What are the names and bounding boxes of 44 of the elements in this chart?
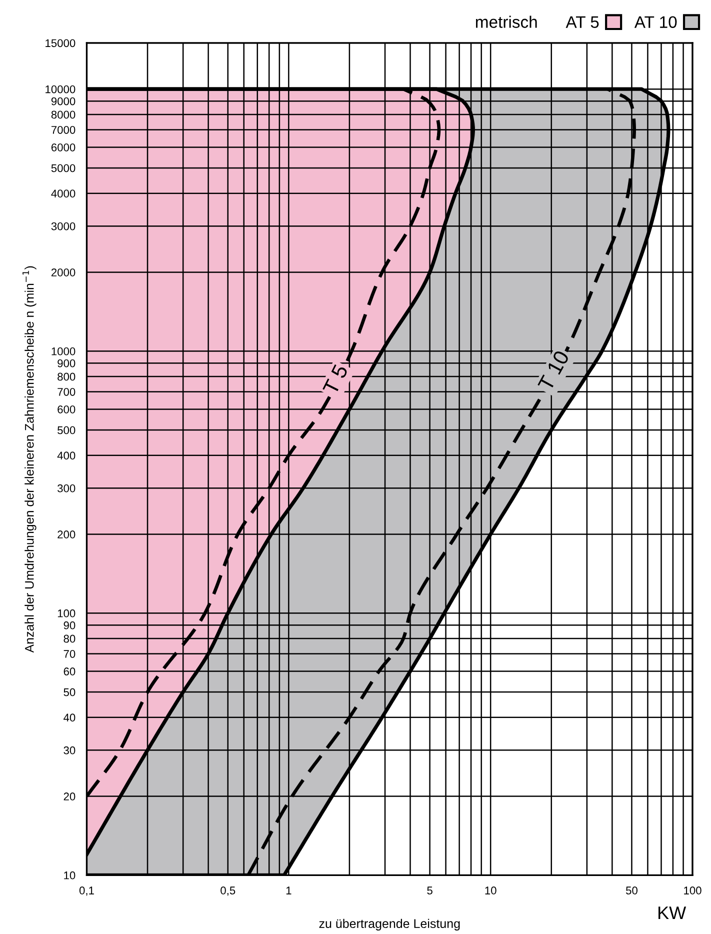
y-tick-label: 90	[64, 621, 76, 630]
x-tick-label: 100	[684, 886, 702, 894]
y-tick-label: 10	[64, 871, 76, 880]
y-tick-label: 70	[64, 650, 76, 658]
x-axis-title: zu übertragende Leistung	[319, 918, 460, 930]
x-tick-label: 0,5	[220, 886, 236, 896]
y-tick-label: 800	[58, 372, 76, 381]
text: T 10	[537, 350, 570, 392]
x-tick-label: 50	[626, 886, 638, 894]
x-tick-label: 5	[427, 886, 432, 894]
y-tick-label: 30	[64, 746, 76, 754]
x-tick-label: 1	[286, 886, 292, 894]
y-tick-label: 9000	[51, 97, 76, 106]
y-tick-label: 15000	[46, 39, 76, 48]
legend-title: metrisch	[476, 16, 537, 28]
y-tick-label: 10000	[46, 85, 76, 94]
y-tick-label: 3000	[51, 222, 76, 230]
y-tick-label: 80	[64, 634, 76, 643]
x-tick-label: 0,1	[79, 886, 94, 896]
y-tick-label: 500	[58, 426, 76, 434]
x-tick-label: 10	[485, 886, 496, 894]
y-tick-label: 50	[64, 688, 76, 696]
y-tick-label: 200	[58, 530, 76, 538]
legend-label: AT 10	[634, 16, 677, 28]
y-tick-label: 2000	[51, 268, 76, 276]
y-tick-label: 7000	[51, 126, 76, 134]
y-tick-label: 600	[58, 406, 76, 414]
y-tick-label: 8000	[51, 110, 76, 119]
y-tick-label: 400	[57, 452, 76, 460]
y-tick-label: 5000	[51, 164, 76, 172]
text: KW	[658, 906, 686, 920]
y-tick-label: 6000	[51, 144, 76, 152]
y-tick-label: 4000	[51, 190, 76, 198]
legend-label: AT 5	[566, 16, 599, 28]
y-tick-label: 60	[64, 668, 76, 676]
y-tick-label: 300	[58, 484, 76, 492]
y-tick-label: 700	[58, 388, 76, 396]
y-tick-label: 40	[64, 714, 76, 722]
y-tick-label: 1000	[52, 347, 76, 356]
y-tick-label: 20	[64, 792, 76, 800]
y-axis-title: Anzahl der Umdrehungen der kleineren Zahnriemenscheibe n (min$^{−1}$)	[22, 266, 36, 653]
y-tick-label: 900	[58, 359, 76, 368]
text: T 5	[322, 364, 348, 396]
y-tick-label: 100	[58, 609, 76, 618]
